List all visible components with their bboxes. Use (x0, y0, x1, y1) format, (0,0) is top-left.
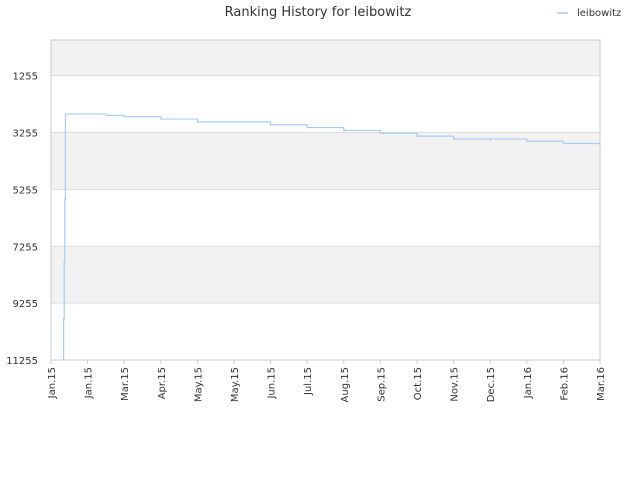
y-tick-label: 9255 (13, 299, 38, 310)
x-tick-label: May.15 (230, 367, 241, 402)
x-tick-label: Jun.15 (267, 367, 278, 400)
y-tick-label: 5255 (13, 185, 38, 196)
x-tick-label: Jan.15 (47, 367, 58, 399)
x-tick-label: Mar.16 (596, 367, 607, 401)
plot-frame (50, 39, 601, 361)
legend: leibowitz (557, 8, 621, 19)
background-band (51, 132, 600, 190)
x-axis-tick-labels: Jan.15 Jan.15 Mar.15 Apr.15 May.15 May.15 Jun.… (47, 360, 607, 402)
x-tick-label: Jan.15 (84, 367, 95, 399)
x-tick-label: Oct.15 (413, 367, 424, 400)
chart-title: Ranking History for leibowitz (225, 5, 412, 20)
background-band (51, 40, 600, 76)
x-tick-label: Feb.16 (559, 367, 570, 401)
x-tick-label: May.15 (193, 367, 204, 402)
axes (50, 39, 601, 361)
background-bands (51, 40, 600, 304)
legend-label-leibowitz: leibowitz (577, 8, 621, 19)
x-tick-label: Apr.15 (157, 367, 168, 399)
x-tick-label: Jul.15 (303, 367, 314, 396)
y-tick-label: 3255 (13, 129, 38, 140)
x-tick-label: Jan.16 (523, 367, 534, 399)
background-band (51, 246, 600, 304)
x-tick-label: Sep.15 (376, 367, 387, 402)
x-tick-label: Aug.15 (340, 367, 351, 402)
x-tick-label: Nov.15 (450, 367, 461, 402)
y-tick-label: 1255 (13, 72, 38, 83)
y-axis-tick-labels: 1255 3255 5255 7255 9255 11255 (6, 72, 38, 367)
y-tick-label: 11255 (6, 356, 38, 367)
series-layer (63, 113, 601, 361)
x-tick-label: Dec.15 (486, 367, 497, 402)
x-tick-label: Mar.15 (120, 367, 131, 401)
series-line-leibowitz (63, 113, 601, 361)
y-tick-label: 7255 (13, 242, 38, 253)
gridlines (51, 75, 600, 361)
